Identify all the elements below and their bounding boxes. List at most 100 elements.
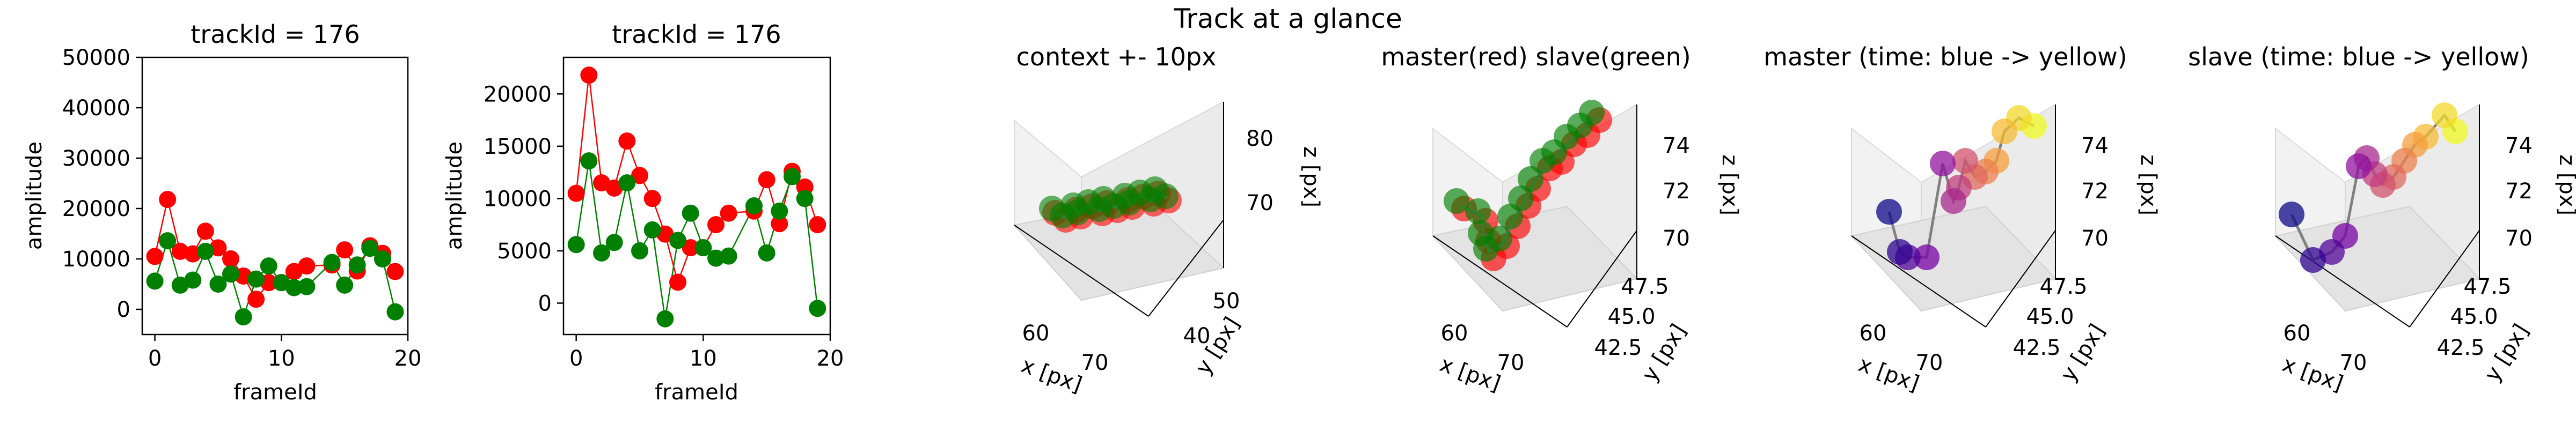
y-axis-label: y [px] <box>2480 319 2534 385</box>
data-point <box>720 247 737 265</box>
scatter-point <box>2300 247 2326 273</box>
data-point <box>771 215 788 233</box>
data-point <box>631 242 648 259</box>
y-tick-label: 47.5 <box>2039 274 2087 299</box>
scatter-point <box>1992 118 2017 144</box>
scatter-point <box>1930 151 1956 176</box>
y-tick-label: 42.5 <box>1594 336 1642 360</box>
data-point <box>285 279 303 296</box>
x-axis-label: x [px] <box>1018 353 1085 397</box>
chart-3d-slave-time: slave (time: blue -> yellow) 60 70 42.5 … <box>2188 42 2576 396</box>
x-tick-label: 70 <box>1916 351 1943 375</box>
data-point <box>682 204 699 222</box>
z-axis-label: z [px] <box>2555 154 2576 216</box>
y-axis-line <box>1567 230 1637 328</box>
y-tick-label: 40 <box>1183 324 1211 348</box>
data-point <box>656 310 674 328</box>
data-point <box>809 300 826 317</box>
y-axis-ticks: 0 10000 20000 30000 40000 50000 <box>62 46 142 322</box>
y-tick-label: 20000 <box>62 197 130 221</box>
y-tick-label: 50000 <box>62 46 130 70</box>
y-axis-ticks: 0 5000 10000 15000 20000 <box>484 82 564 316</box>
data-point <box>386 303 404 321</box>
x-tick-label: 60 <box>1441 321 1468 346</box>
scatter-points <box>1444 100 1612 271</box>
z-tick-label: 70 <box>1663 226 1690 251</box>
x-tick-label: 10 <box>268 346 295 371</box>
data-point <box>260 257 277 275</box>
y-tick-label: 0 <box>538 291 552 316</box>
data-point <box>758 171 775 189</box>
y-axis-line <box>1985 230 2056 328</box>
y-tick-label: 40000 <box>62 96 130 121</box>
y-tick-label: 45.0 <box>1607 304 1655 329</box>
scatter-point <box>1153 183 1179 209</box>
scatter-point <box>1518 166 1543 192</box>
data-point <box>247 291 265 308</box>
scatter-point <box>1876 199 1902 225</box>
x-tick-label: 0 <box>148 346 162 371</box>
x-tick-label: 20 <box>817 346 844 371</box>
data-point <box>298 257 316 275</box>
z-tick-label: 72 <box>1663 179 1690 204</box>
x-tick-label: 60 <box>1860 321 1887 346</box>
data-point <box>669 232 686 249</box>
scatter-point <box>1444 188 1469 214</box>
x-axis-ticks: 0 10 20 <box>148 335 421 371</box>
y-tick-label: 50 <box>1213 289 1240 314</box>
data-point <box>336 241 354 259</box>
chart-title: trackId = 176 <box>191 20 360 49</box>
z-tick-label: 70 <box>1246 191 1274 216</box>
x-axis-ticks: 0 10 20 <box>569 335 844 371</box>
scatter-point <box>2346 153 2372 179</box>
y-tick-label: 10000 <box>484 187 552 211</box>
z-tick-label: 72 <box>2505 179 2533 204</box>
x-tick-label: 10 <box>690 346 717 371</box>
z-tick-label: 74 <box>1663 133 1690 158</box>
x-tick-label: 70 <box>1497 351 1525 375</box>
data-point <box>184 271 202 289</box>
z-tick-label: 72 <box>2081 179 2109 204</box>
chart-title: master(red) slave(green) <box>1381 42 1690 71</box>
y-axis-label: amplitude <box>22 142 47 250</box>
data-point <box>159 191 177 209</box>
data-point <box>235 308 252 326</box>
chart-title: slave (time: blue -> yellow) <box>2188 42 2529 71</box>
figure-suptitle: Track at a glance <box>1173 3 1402 34</box>
scatter-point <box>1487 226 1512 251</box>
y-axis-line <box>2409 230 2480 328</box>
z-tick-label: 70 <box>2505 226 2533 251</box>
scatter-point <box>1941 188 1966 214</box>
data-point <box>567 184 585 202</box>
y-tick-label: 45.0 <box>2026 304 2074 329</box>
data-point <box>361 240 379 257</box>
chart-amplitude-2: trackId = 176 0 10 20 0 5000 10000 15000 20000… <box>442 20 844 405</box>
chart-title: master (time: blue -> yellow) <box>1763 42 2127 71</box>
data-point <box>247 270 265 288</box>
y-tick-label: 0 <box>117 298 130 322</box>
data-point <box>348 256 366 274</box>
data-point <box>643 190 661 207</box>
y-tick-label: 42.5 <box>2012 336 2060 360</box>
y-tick-label: 30000 <box>62 146 130 171</box>
x-axis-label: x [px] <box>2279 352 2346 396</box>
data-point <box>593 244 610 262</box>
plot-marks <box>146 191 404 326</box>
y-tick-label: 47.5 <box>1621 274 1668 299</box>
y-axis-label: amplitude <box>442 142 467 250</box>
x-tick-label: 60 <box>2284 321 2311 346</box>
z-axis-label: z [px] <box>1299 146 1323 207</box>
x-axis-line <box>1014 225 1149 317</box>
z-axis-label: z [px] <box>2136 154 2161 216</box>
data-point <box>784 168 801 185</box>
y-tick-label: 5000 <box>497 239 552 264</box>
y-tick-label: 20000 <box>484 82 552 107</box>
chart-title: context +- 10px <box>1016 42 1217 71</box>
chart-3d-master-time: master (time: blue -> yellow) 60 70 42.5… <box>1763 42 2161 396</box>
data-point <box>323 254 341 271</box>
y-tick-label: 10000 <box>62 247 130 272</box>
scatter-point <box>1579 100 1605 125</box>
data-point <box>809 216 826 234</box>
data-point <box>146 272 164 290</box>
